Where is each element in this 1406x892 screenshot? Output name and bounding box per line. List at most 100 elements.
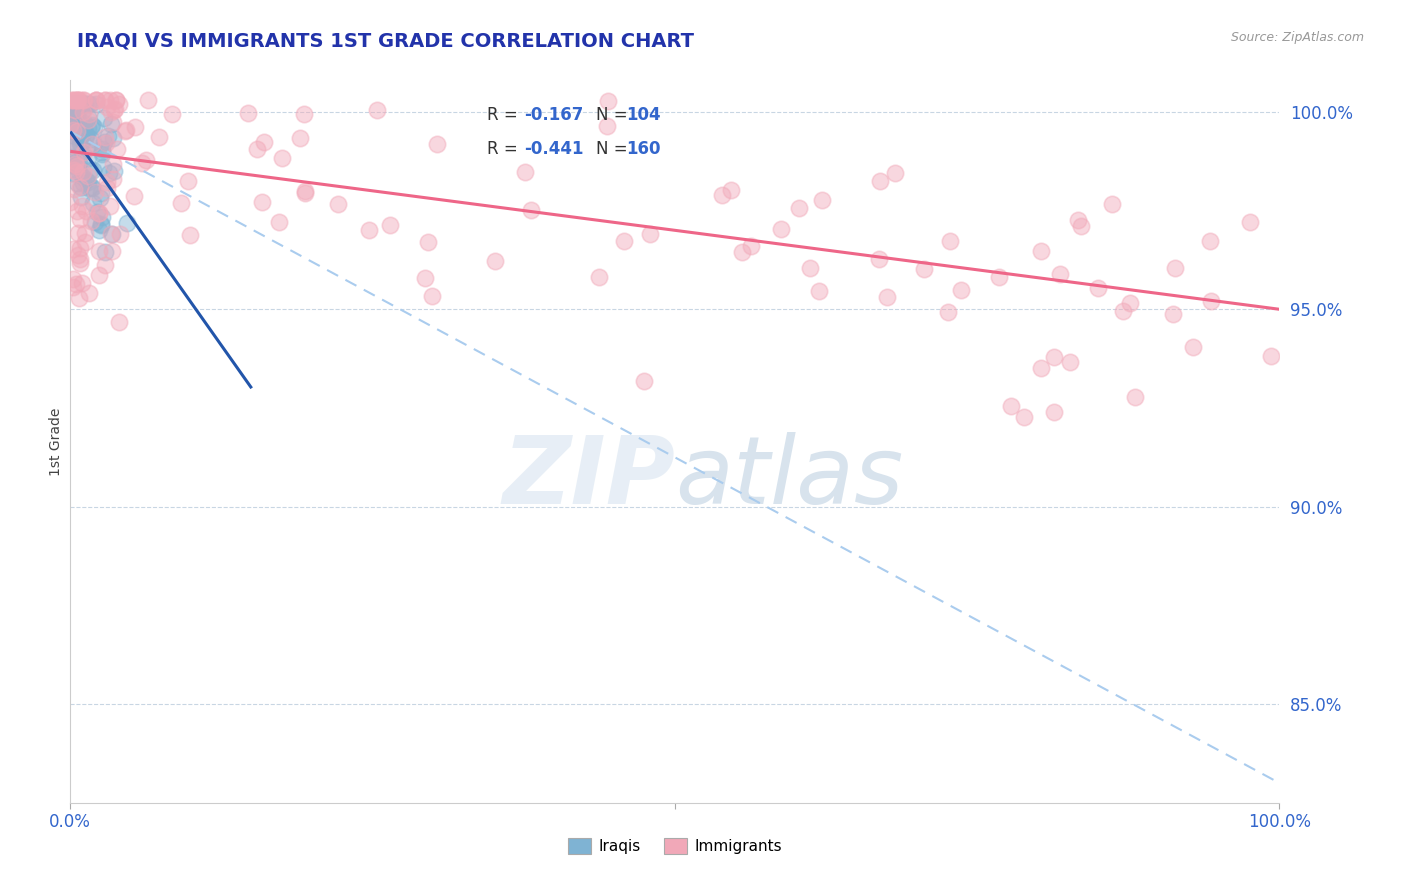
Point: [84, 93, 107, 107]
Point: [67, 227, 90, 241]
Text: N =: N =: [596, 106, 633, 124]
Point: [66, 97, 89, 112]
Point: [808, 284, 831, 298]
Point: [67, 123, 90, 137]
Point: [170, 196, 193, 211]
Point: [876, 289, 898, 303]
Point: [83, 120, 105, 134]
Point: [62, 123, 84, 137]
Point: [77, 112, 100, 127]
Point: [633, 374, 655, 388]
Point: [75, 172, 97, 186]
Point: [75, 127, 97, 141]
Point: [90, 219, 112, 233]
Point: [378, 219, 401, 233]
Point: [1182, 340, 1205, 354]
Point: [1101, 196, 1123, 211]
Point: [67, 114, 90, 128]
Point: [160, 107, 183, 121]
Point: [66, 97, 89, 112]
Point: [67, 128, 90, 143]
Point: [63, 129, 86, 144]
Point: [62, 93, 84, 107]
Point: [1111, 304, 1133, 318]
Point: [63, 112, 86, 127]
Point: [91, 210, 114, 224]
Point: [63, 112, 86, 126]
Point: [93, 111, 115, 125]
Point: [70, 128, 93, 143]
Point: [77, 169, 100, 184]
Y-axis label: 1st Grade: 1st Grade: [49, 408, 63, 475]
Point: [79, 214, 101, 228]
Point: [98, 93, 121, 107]
Point: [912, 262, 935, 277]
Point: [104, 102, 127, 116]
Point: [73, 122, 96, 136]
Point: [100, 227, 122, 241]
Point: [89, 268, 111, 282]
Point: [884, 166, 907, 180]
Point: [66, 159, 89, 173]
Point: [1119, 296, 1142, 310]
Point: [62, 272, 84, 286]
Point: [328, 197, 350, 211]
Point: [66, 176, 89, 190]
Point: [769, 221, 792, 235]
Point: [62, 102, 84, 116]
Point: [294, 184, 316, 198]
Point: [69, 241, 91, 255]
Point: [70, 276, 93, 290]
Point: [63, 154, 86, 169]
Point: [62, 136, 84, 151]
Point: [67, 124, 90, 138]
Point: [787, 202, 810, 216]
Point: [101, 115, 124, 129]
Point: [94, 129, 117, 144]
Point: [65, 122, 87, 136]
Point: [79, 285, 101, 300]
Point: [79, 120, 101, 134]
Point: [117, 216, 139, 230]
Point: [100, 244, 122, 259]
Point: [94, 93, 117, 107]
Point: [598, 95, 620, 109]
Point: [596, 119, 619, 133]
Point: [79, 162, 101, 177]
Point: [65, 97, 87, 112]
Point: [1087, 281, 1109, 295]
Point: [84, 93, 107, 107]
Point: [65, 203, 87, 218]
Point: [1260, 350, 1282, 364]
Point: [93, 135, 115, 149]
Point: [66, 160, 89, 174]
Point: [69, 179, 91, 194]
Point: [60, 138, 83, 153]
Point: [711, 188, 734, 202]
Point: [70, 136, 93, 151]
Point: [91, 146, 114, 161]
Point: [62, 109, 84, 123]
Point: [288, 131, 311, 145]
Point: [70, 134, 93, 148]
Point: [101, 227, 124, 241]
Point: [67, 97, 90, 112]
Point: [87, 244, 110, 258]
Point: [426, 136, 449, 151]
Point: [1070, 219, 1092, 233]
Point: [67, 93, 90, 107]
Point: [936, 305, 959, 319]
Point: [59, 144, 82, 158]
Point: [65, 165, 87, 179]
Point: [69, 127, 91, 141]
Point: [62, 242, 84, 256]
Point: [1198, 234, 1220, 248]
Point: [69, 93, 91, 107]
Point: [94, 258, 117, 272]
Point: [359, 223, 381, 237]
Point: [63, 93, 86, 107]
Point: [269, 215, 291, 229]
Point: [136, 93, 159, 107]
Point: [124, 120, 146, 134]
Text: N =: N =: [596, 140, 633, 158]
